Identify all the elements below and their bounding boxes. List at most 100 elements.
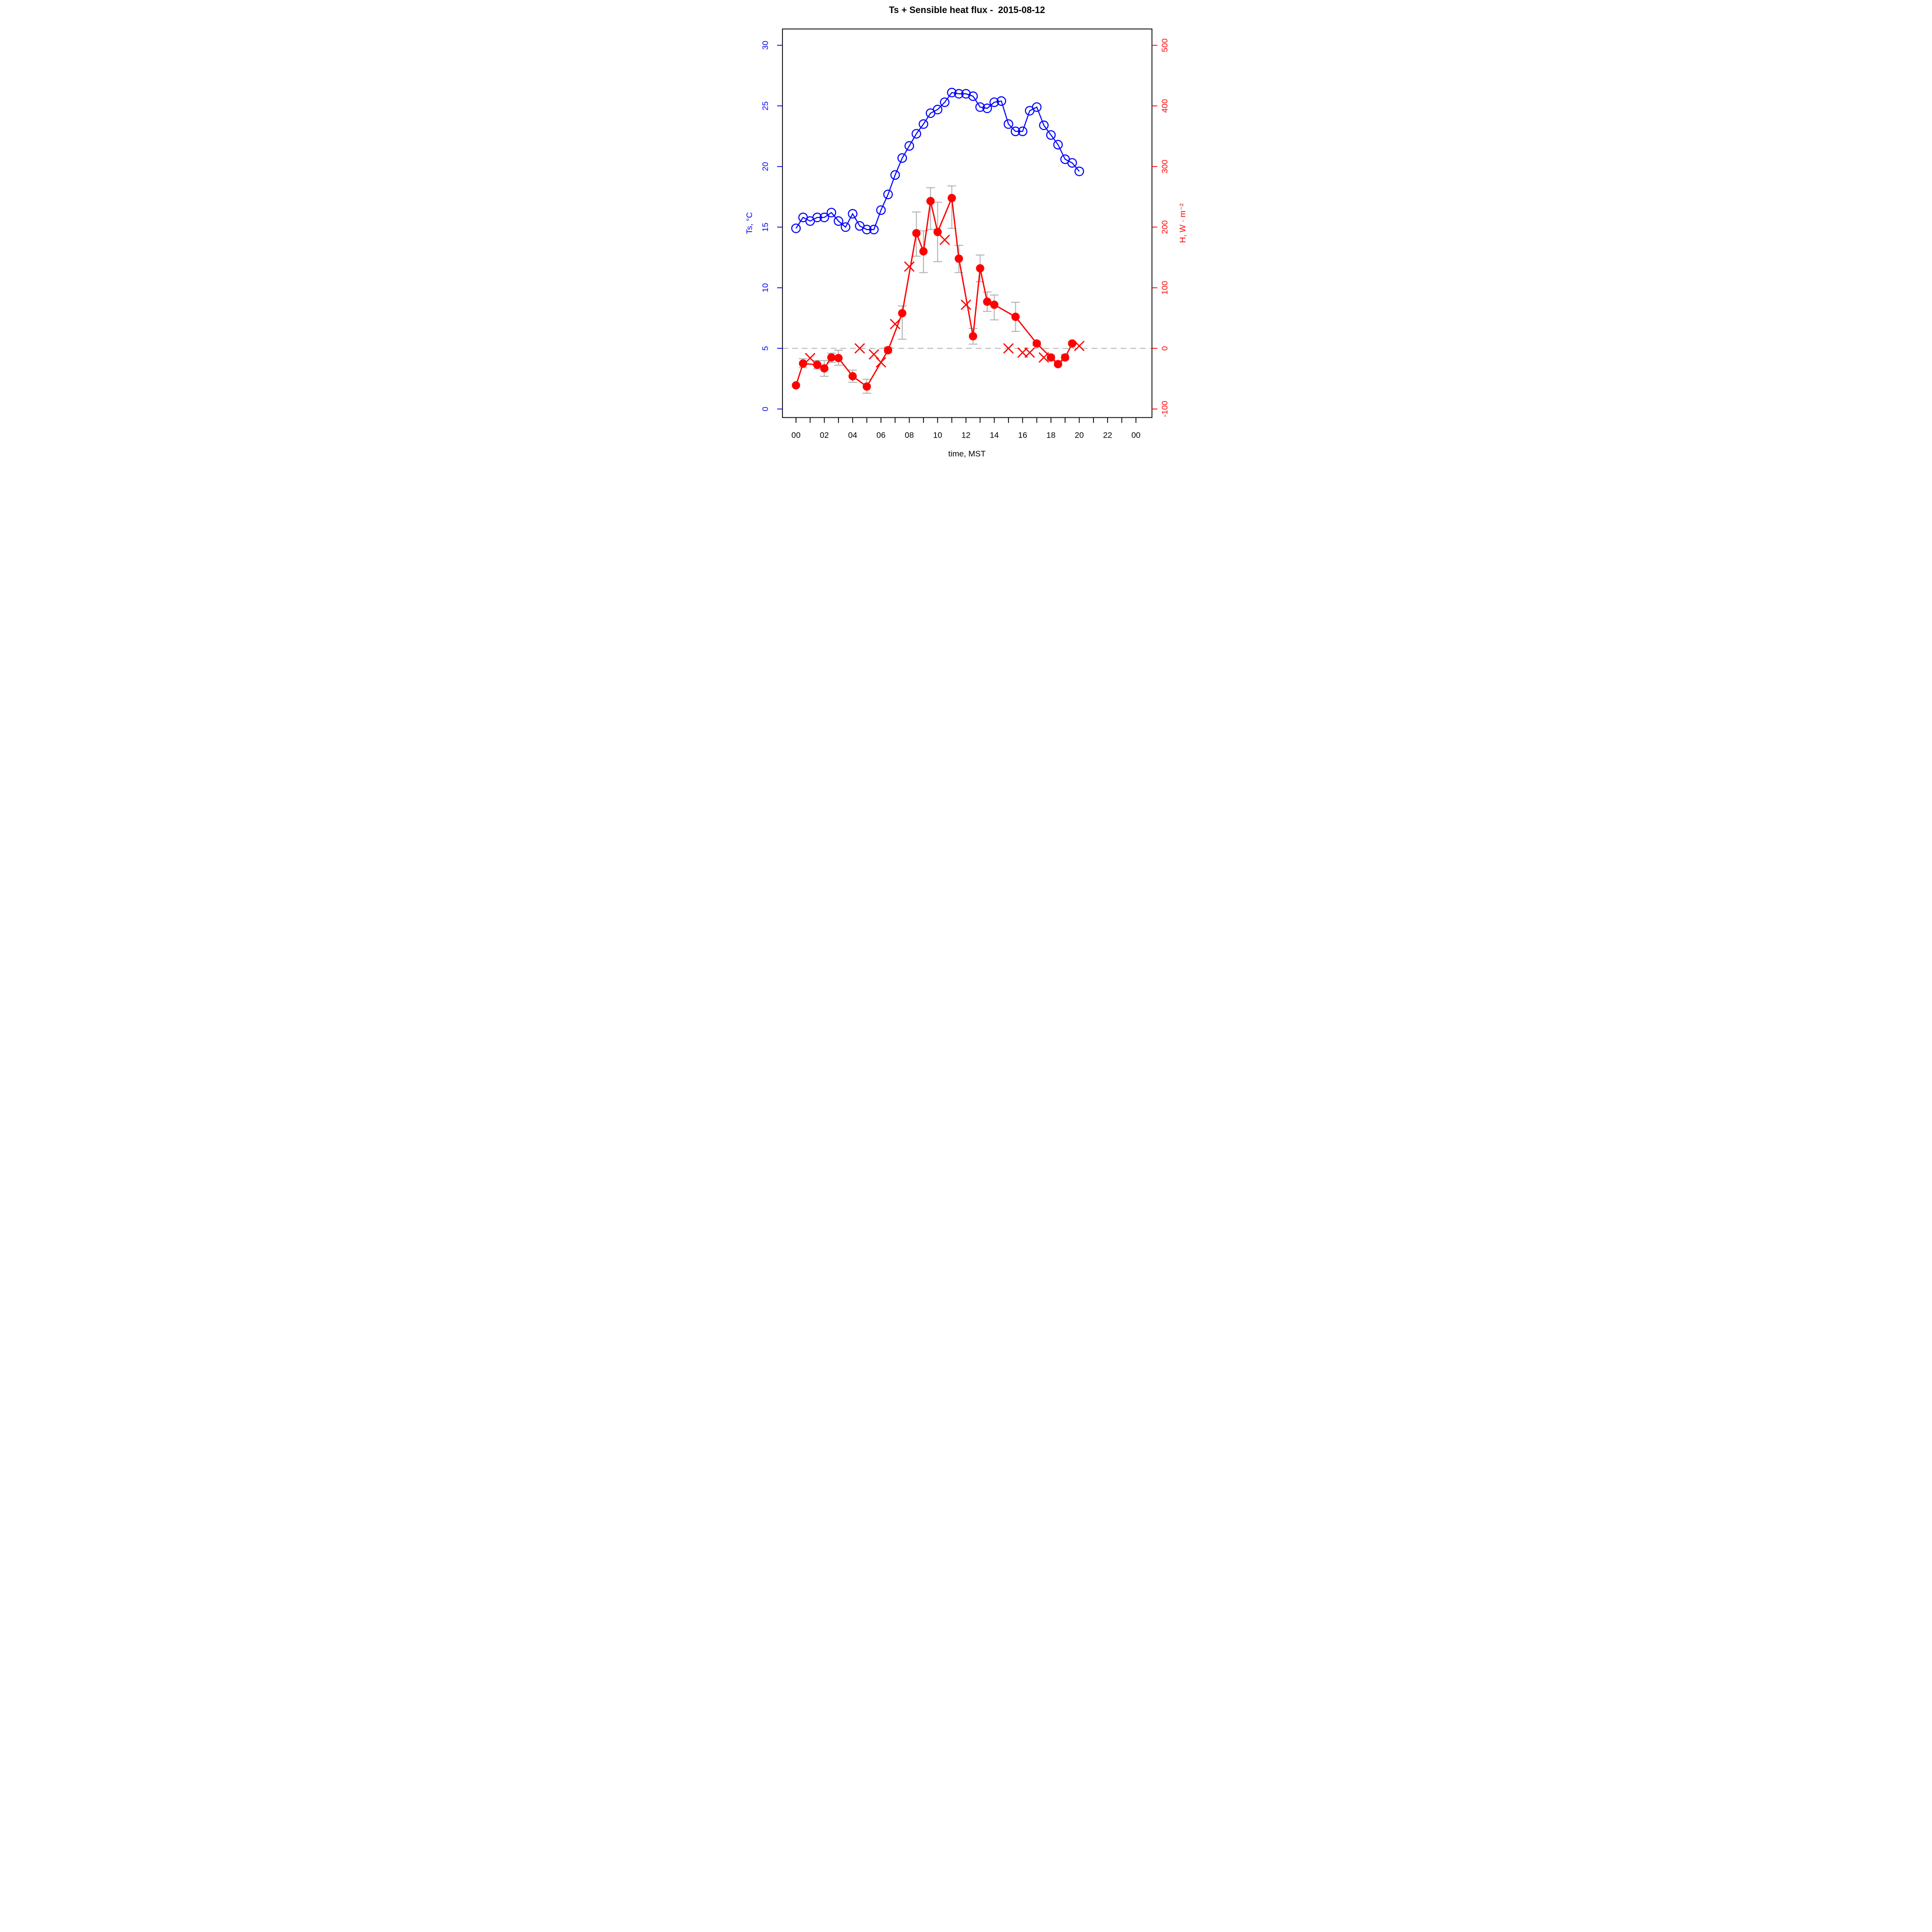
x-axis-tick-label: 18 — [1046, 431, 1055, 440]
x-axis-tick-label: 08 — [905, 431, 914, 440]
h-point — [990, 300, 999, 309]
left-axis-tick-label: 30 — [761, 41, 770, 50]
h-excluded-x-mark — [1038, 352, 1050, 363]
h-point — [898, 309, 907, 318]
h-point — [834, 354, 843, 362]
ts-point — [826, 208, 837, 218]
chart-title: Ts + Sensible heat flux - 2015-08-12 — [889, 5, 1045, 15]
left-axis-tick-label: 15 — [761, 223, 770, 232]
ts-point — [1074, 166, 1084, 176]
ts-point — [989, 97, 999, 107]
ts-point — [996, 96, 1007, 106]
h-excluded-x-mark — [890, 319, 901, 329]
x-axis-tick-label: 06 — [876, 431, 885, 440]
x-axis-tick-label: 02 — [820, 431, 829, 440]
x-axis-tick-label: 00 — [792, 431, 801, 440]
ts-point — [904, 141, 914, 151]
h-point — [912, 229, 921, 238]
ts-point — [940, 97, 950, 107]
h-point — [792, 381, 800, 390]
x-axis-tick-label: 22 — [1103, 431, 1112, 440]
h-excluded-x-mark — [1074, 341, 1085, 352]
ts-point — [883, 189, 893, 199]
ts-point — [933, 104, 943, 114]
right-axis-tick-label: 0 — [1160, 346, 1169, 351]
ts-point — [1018, 127, 1028, 136]
right-y-axis-label: H, W · m⁻² — [1178, 203, 1187, 243]
x-axis-tick-label: 00 — [1131, 431, 1140, 440]
ts-point — [975, 102, 985, 112]
left-axis-tick-label: 10 — [761, 283, 770, 292]
ts-point — [791, 223, 801, 233]
ts-point — [834, 216, 843, 226]
x-axis-label: time, MST — [948, 449, 986, 458]
h-point — [947, 194, 956, 202]
h-excluded-x-mark — [805, 353, 816, 364]
h-point — [863, 382, 871, 391]
ts-point — [819, 213, 829, 223]
x-axis-tick-label: 10 — [933, 431, 942, 440]
right-axis-tick-label: 500 — [1160, 39, 1169, 52]
h-excluded-x-mark — [1003, 343, 1014, 354]
h-point — [919, 247, 928, 256]
h-excluded-x-mark — [961, 299, 971, 310]
left-axis-tick-label: 20 — [761, 162, 770, 171]
ts-point — [1010, 127, 1021, 136]
h-point — [820, 364, 829, 373]
ts-point — [890, 170, 900, 180]
right-axis-tick-label: 400 — [1160, 99, 1169, 113]
ts-point — [1039, 120, 1049, 130]
h-excluded-x-mark — [854, 343, 865, 354]
right-axis-tick-label: 100 — [1160, 281, 1169, 295]
ts-point — [1067, 158, 1077, 168]
h-point — [983, 298, 992, 306]
h-point — [933, 227, 942, 236]
h-point — [848, 372, 857, 381]
left-axis-tick-label: 25 — [761, 101, 770, 111]
x-axis-tick-label: 14 — [990, 431, 999, 440]
h-point — [1053, 360, 1063, 369]
h-point — [884, 346, 893, 355]
h-point — [1061, 353, 1069, 362]
ts-point — [869, 225, 879, 235]
h-point — [1068, 339, 1077, 348]
right-axis-tick-label: 300 — [1160, 160, 1169, 173]
ts-point — [812, 213, 822, 223]
h-point — [799, 359, 808, 368]
h-excluded-x-mark — [939, 234, 950, 245]
h-point — [976, 264, 984, 273]
x-axis-tick-label: 04 — [848, 431, 857, 440]
h-error-bar — [926, 187, 935, 230]
ts-point — [862, 225, 872, 235]
h-point — [1047, 353, 1055, 362]
right-axis-tick-label: 200 — [1160, 220, 1169, 234]
left-axis-tick-label: 0 — [761, 407, 770, 411]
ts-point — [1053, 140, 1063, 150]
x-axis-tick-label: 16 — [1018, 431, 1027, 440]
h-excluded-x-mark — [1024, 347, 1035, 358]
h-excluded-x-mark — [904, 261, 915, 272]
ts-line — [796, 92, 1080, 230]
h-point — [954, 254, 963, 263]
ts-point — [1003, 119, 1013, 129]
h-point — [1032, 339, 1041, 348]
ts-point — [1032, 102, 1042, 112]
plot-frame — [782, 28, 1152, 418]
h-excluded-x-mark — [876, 357, 886, 368]
ts-point — [848, 209, 858, 219]
h-point — [926, 197, 935, 205]
x-axis-tick-label: 20 — [1075, 431, 1084, 440]
ts-point — [947, 87, 957, 98]
right-axis-tick-label: -100 — [1160, 401, 1169, 417]
chart-canvas: 00 02 04 06 08 10 12 14 16 18 20 22 00051015202530-1… — [761, 28, 1169, 440]
ts-point — [919, 119, 928, 129]
ts-point — [1046, 130, 1056, 140]
h-point — [968, 332, 978, 341]
ts-point — [911, 129, 922, 139]
chart: 00 02 04 06 08 10 12 14 16 18 20 22 00 0 5 10 15 20 25 30 -1… — [724, 0, 1208, 483]
ts-point — [968, 91, 978, 101]
ts-point — [840, 222, 851, 232]
ts-point — [876, 205, 886, 215]
left-y-axis-label: Ts, °C — [745, 212, 754, 234]
ts-point — [897, 153, 907, 163]
